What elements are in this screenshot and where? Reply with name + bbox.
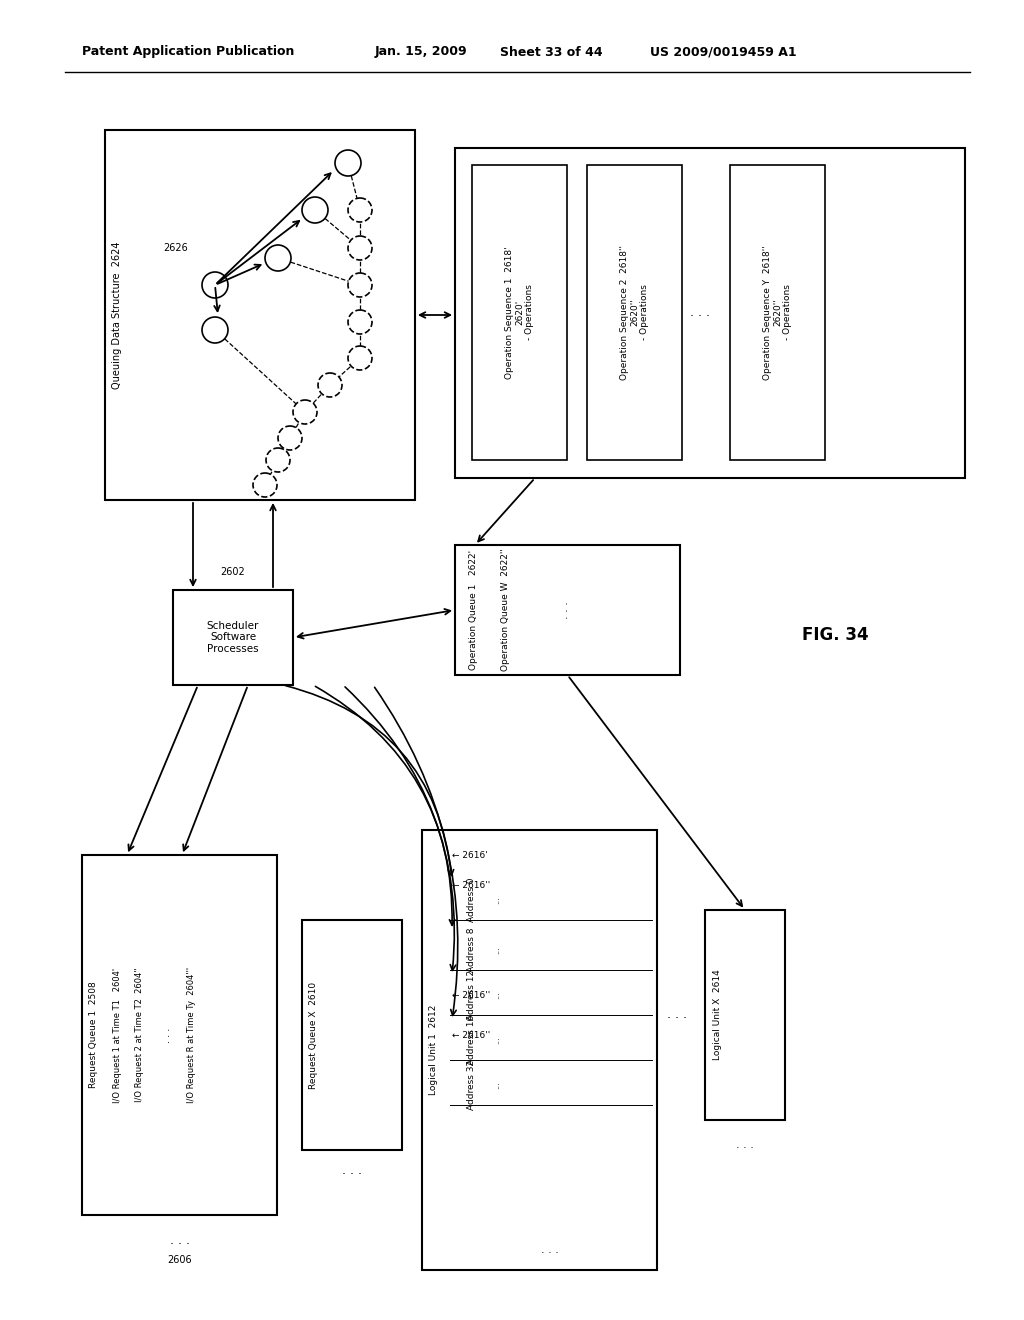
Text: ← 2616': ← 2616' [452, 850, 487, 859]
Circle shape [253, 473, 278, 498]
Text: ← 2616'': ← 2616'' [452, 1031, 490, 1040]
Text: Operation Sequence 2  2618''
2620''
- Operations: Operation Sequence 2 2618'' 2620'' - Ope… [620, 246, 649, 380]
Circle shape [318, 374, 342, 397]
Text: I/O Request 1 at Time T1   2604': I/O Request 1 at Time T1 2604' [113, 968, 122, 1102]
Circle shape [202, 272, 228, 298]
Text: ...: ... [493, 896, 502, 904]
Text: Request Queue X  2610: Request Queue X 2610 [309, 982, 318, 1089]
Text: Scheduler
Software
Processes: Scheduler Software Processes [207, 620, 259, 655]
Text: Jan. 15, 2009: Jan. 15, 2009 [375, 45, 468, 58]
Text: Queuing Data Structure  2624: Queuing Data Structure 2624 [112, 242, 122, 389]
Bar [455, 545, 680, 675]
Text: ...: ... [493, 1036, 502, 1044]
Text: . . .: . . . [667, 1008, 687, 1022]
Text: . . .: . . . [736, 1140, 754, 1150]
Circle shape [348, 236, 372, 260]
Circle shape [335, 150, 361, 176]
Text: . . .: . . . [541, 1245, 558, 1255]
Text: Address 32: Address 32 [468, 1060, 476, 1110]
Text: Logical Unit 1  2612: Logical Unit 1 2612 [429, 1005, 438, 1096]
Text: ← 2616'': ← 2616'' [452, 990, 490, 999]
Circle shape [265, 246, 291, 271]
Text: Operation Sequence 1  2618'
2620'
- Operations: Operation Sequence 1 2618' 2620' - Opera… [505, 247, 535, 379]
Text: . . .: . . . [170, 1233, 189, 1246]
Circle shape [202, 317, 228, 343]
Text: ...: ... [493, 1081, 502, 1089]
Text: Operation Queue 1   2622': Operation Queue 1 2622' [469, 550, 477, 671]
Text: Operation Sequence Y  2618''
2620''
- Operations: Operation Sequence Y 2618'' 2620'' - Ope… [763, 246, 793, 380]
Text: ...: ... [493, 946, 502, 954]
Text: Address 8: Address 8 [468, 928, 476, 973]
Text: . . .: . . . [162, 1027, 172, 1043]
Text: US 2009/0019459 A1: US 2009/0019459 A1 [650, 45, 797, 58]
Circle shape [348, 310, 372, 334]
Bar [173, 590, 293, 685]
Text: FIG. 34: FIG. 34 [802, 626, 868, 644]
Text: Patent Application Publication: Patent Application Publication [82, 45, 294, 58]
Circle shape [293, 400, 317, 424]
Bar [705, 909, 785, 1119]
Circle shape [348, 273, 372, 297]
Bar [422, 830, 657, 1270]
Circle shape [266, 447, 290, 473]
Circle shape [278, 426, 302, 450]
Bar [472, 165, 567, 459]
Bar [455, 148, 965, 478]
Text: 2602: 2602 [220, 568, 246, 577]
Bar [302, 920, 402, 1150]
Circle shape [302, 197, 328, 223]
Text: Operation Queue W  2622'': Operation Queue W 2622'' [501, 549, 510, 672]
Text: Logical Unit X  2614: Logical Unit X 2614 [713, 970, 722, 1060]
Text: . . .: . . . [690, 306, 710, 319]
Text: . . .: . . . [560, 601, 570, 619]
Text: Sheet 33 of 44: Sheet 33 of 44 [500, 45, 603, 58]
Circle shape [348, 198, 372, 222]
Text: 2626: 2626 [163, 243, 187, 253]
Text: . . .: . . . [342, 1163, 362, 1176]
Text: Request Queue 1  2508: Request Queue 1 2508 [89, 982, 98, 1089]
Text: ← 2616'': ← 2616'' [452, 880, 490, 890]
Text: 2606: 2606 [167, 1255, 191, 1265]
Bar [82, 855, 278, 1214]
Text: ...: ... [493, 991, 502, 999]
Bar [730, 165, 825, 459]
Text: Address 0: Address 0 [468, 878, 476, 923]
Bar [105, 129, 415, 500]
Text: I/O Request 2 at Time T2  2604'': I/O Request 2 at Time T2 2604'' [135, 968, 144, 1102]
Text: Address 16: Address 16 [468, 1015, 476, 1065]
Text: Address 12: Address 12 [468, 970, 476, 1020]
Bar [587, 165, 682, 459]
Text: I/O Request R at Time Ty  2604''': I/O Request R at Time Ty 2604''' [187, 968, 197, 1104]
Circle shape [348, 346, 372, 370]
